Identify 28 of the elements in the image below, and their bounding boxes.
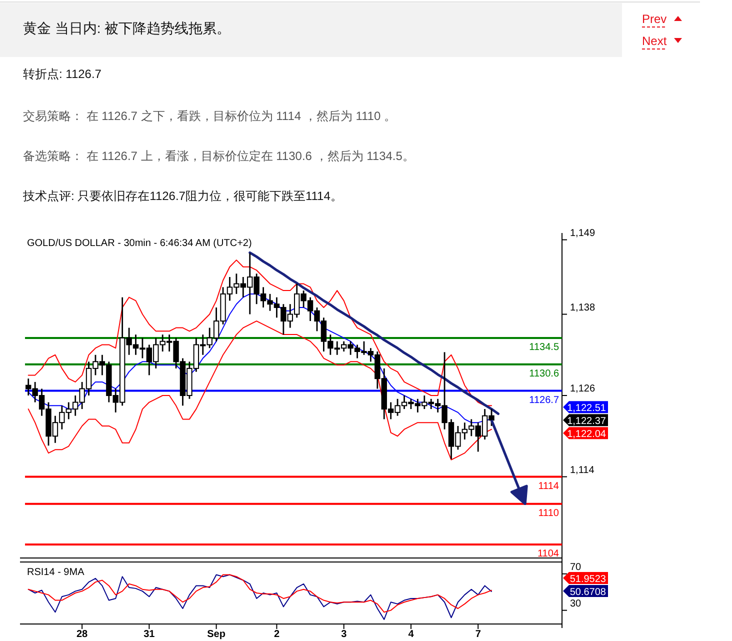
x-tick-label: 4 [408, 629, 414, 640]
y-tick-label: 1,138 [570, 302, 596, 314]
x-tick-label: 31 [144, 629, 156, 640]
page-header: 黄金 当日内: 被下降趋势线拖累。 Prev Next 转折点: 1126.7 交易策略： 在 1126.7 之下，看跌，目标价位为 1114 ，然后为 1110 。 备选策略： 在 1126.7 上，看涨，目标价位定在 1130.6 ，然后为 1134.5。 技术点评: 只要依旧存在1126.7阻力位，很可能下跌至1114。 [0, 2, 700, 203]
legend-label: 1126.7 [529, 394, 560, 406]
price-tag: 1,122.51 [563, 401, 608, 414]
y-tick-label: 30 [570, 598, 582, 610]
chart-title: 黄金 当日内: 被下降趋势线拖累。 [23, 20, 231, 36]
x-tick-label: 3 [341, 629, 348, 640]
text: RSI14 - 9MA [27, 567, 85, 578]
y-tick-label: 1,114 [570, 464, 595, 476]
ref-line-label: 1104 [537, 548, 560, 560]
price-tag: 50.6708 [563, 584, 608, 598]
price-tag: 51.9523 [563, 572, 608, 585]
y-tick-label: 70 [570, 562, 582, 573]
ref-line-label: 1114 [538, 480, 560, 492]
x-tick-label: 2 [274, 629, 280, 640]
x-tick-label: Sep [207, 629, 226, 640]
x-tick-label: 7 [475, 629, 482, 640]
text: GOLD/US DOLLAR - 30min - 6:46:34 AM (UTC+2) [27, 238, 252, 249]
ref-line-label: 1130.6 [529, 368, 560, 380]
ref-line-label: 1134.5 [529, 342, 560, 353]
y-tick-label: 1,126 [570, 384, 596, 394]
y-tick-label: 1,149 [570, 228, 596, 239]
price-tag: 1,122.37 [563, 414, 608, 428]
ref-line-label: 1110 [538, 508, 560, 519]
price-tag: 1,122.04 [563, 427, 608, 440]
x-tick-label: 28 [76, 629, 88, 640]
